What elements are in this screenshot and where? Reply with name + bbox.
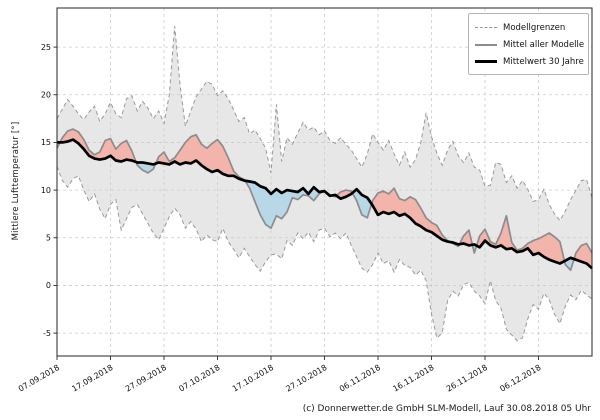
black-line-icon xyxy=(475,60,497,63)
y-tick-label: 25 xyxy=(41,43,51,52)
legend-label: Modellgrenzen xyxy=(503,22,566,33)
y-tick-label: 10 xyxy=(41,186,51,195)
y-tick-label: 15 xyxy=(41,138,51,147)
legend-item-mittel-aller-modelle: Mittel aller Modelle xyxy=(475,36,585,53)
copyright-credit: (c) Donnerwetter.de GmbH SLM-Modell, Lau… xyxy=(302,404,591,414)
dashed-line-icon xyxy=(475,27,497,28)
legend-label: Mittelwert 30 Jahre xyxy=(503,56,584,67)
legend-item-mittelwert-30-jahre: Mittelwert 30 Jahre xyxy=(475,53,584,70)
y-tick-label: 20 xyxy=(41,91,51,100)
y-tick-label: -5 xyxy=(43,329,51,338)
model-max-line xyxy=(56,26,593,222)
y-tick-label: 0 xyxy=(46,281,51,290)
model-min-line xyxy=(56,166,593,342)
legend: Modellgrenzen Mittel aller Modelle Mitte… xyxy=(468,13,589,75)
legend-item-modellgrenzen: Modellgrenzen xyxy=(475,19,582,36)
y-axis-label: Mittlere Lufttemperatur [°] xyxy=(11,121,21,241)
climate-mean-line xyxy=(57,138,593,270)
legend-label: Mittel aller Modelle xyxy=(503,39,585,50)
gray-line-icon xyxy=(475,43,497,46)
y-tick-label: 5 xyxy=(46,234,51,243)
